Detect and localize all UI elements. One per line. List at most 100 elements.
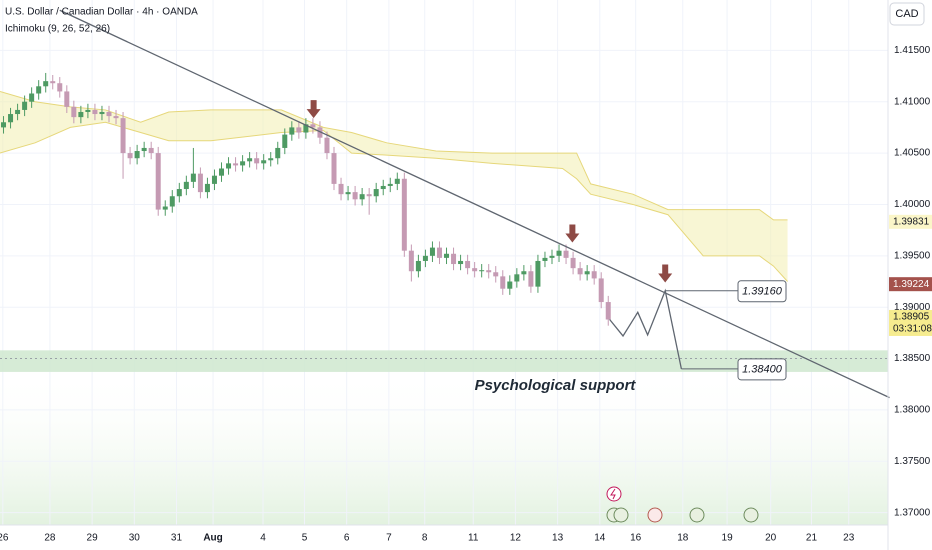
candle-body [183, 181, 189, 190]
callout-box [737, 280, 787, 303]
x-tick-label: 29 [87, 533, 99, 544]
x-tick-label: 19 [722, 533, 734, 544]
y-tick-label: 1.40500 [894, 148, 931, 159]
candle-body [120, 118, 126, 154]
candle-body [465, 260, 471, 269]
y-tick-label: 1.37000 [894, 507, 931, 518]
x-tick-label: 6 [344, 533, 350, 544]
candle-body [528, 271, 534, 287]
candle-body [401, 178, 407, 251]
candle-body [408, 250, 414, 272]
indicator-label: Ichimoku (9, 26, 52, 26) [5, 24, 110, 35]
y-tick-label: 1.39500 [894, 250, 931, 261]
countdown: 03:31:08 [893, 324, 932, 335]
candle-body [127, 153, 133, 159]
candle-body [514, 274, 520, 282]
candle-body [106, 111, 112, 117]
x-tick-label: 26 [0, 533, 9, 544]
price-tag [889, 214, 932, 229]
candle-body [15, 109, 21, 115]
candle-body [57, 83, 63, 92]
candle-body [549, 255, 555, 258]
event-icon[interactable] [647, 507, 663, 523]
x-tick-label: 23 [843, 533, 855, 544]
candle-body [113, 116, 119, 119]
candle-body [211, 175, 217, 184]
candle-body [521, 271, 527, 275]
candle-body [535, 260, 541, 287]
down-arrow [658, 264, 673, 283]
candle-body [486, 270, 492, 273]
candle-body [584, 271, 590, 275]
candle-body [556, 250, 562, 256]
candle-body [268, 158, 274, 161]
candle-body [226, 163, 232, 169]
candle-body [324, 137, 330, 154]
candle-body [36, 86, 42, 94]
candle-body [233, 163, 239, 166]
x-tick-label: 30 [129, 533, 141, 544]
candle-body [78, 111, 84, 118]
candle-body [71, 106, 77, 118]
projection-path [609, 288, 683, 369]
price-tag-label: 1.39831 [893, 216, 930, 227]
candle-body [296, 127, 302, 133]
down-arrow [565, 224, 580, 243]
currency-box[interactable] [889, 2, 925, 26]
y-tick-label: 1.41500 [894, 45, 931, 56]
candle-body [289, 127, 295, 135]
candle-body [64, 91, 70, 107]
candle-body [197, 173, 203, 193]
candle-body [219, 168, 224, 176]
x-tick-label: 8 [422, 533, 428, 544]
price-tag-label: 1.38905 [893, 312, 930, 323]
candle-body [380, 185, 386, 190]
candle-body [436, 247, 442, 258]
background-gradient [0, 370, 888, 525]
candle-body [415, 260, 421, 272]
candle-body [50, 81, 56, 84]
event-icon[interactable] [606, 486, 622, 502]
event-icon[interactable] [689, 507, 705, 523]
candle-body [373, 189, 379, 197]
price-tag [889, 309, 932, 336]
x-tick-label: 31 [171, 533, 183, 544]
candle-body [261, 160, 267, 164]
candles [1, 72, 611, 326]
x-tick-label: 5 [302, 533, 308, 544]
candle-body [155, 153, 161, 210]
x-tick-label: 16 [630, 533, 642, 544]
candle-body [479, 270, 485, 272]
candle-body [134, 151, 140, 159]
candle-body [331, 153, 337, 184]
candle-body [141, 147, 147, 152]
event-icon[interactable] [743, 507, 759, 523]
x-tick-label: Aug [203, 533, 222, 544]
callout-box [737, 358, 787, 381]
candle-body [92, 109, 98, 115]
candle-body [282, 134, 288, 148]
candle-body [22, 101, 28, 110]
candle-body [310, 124, 316, 128]
candle-body [451, 253, 457, 265]
x-tick-label: 28 [44, 533, 56, 544]
candle-body [429, 247, 435, 256]
x-tick-label: 12 [510, 533, 522, 544]
candle-body [387, 183, 393, 186]
candle-body [458, 260, 464, 265]
candle-body [352, 192, 358, 200]
down-arrow [306, 100, 321, 119]
candle-body [338, 183, 344, 195]
trendline [59, 9, 890, 399]
candle-body [422, 255, 428, 261]
candle-body [472, 268, 478, 272]
event-icons [606, 486, 759, 523]
candle-body [303, 124, 309, 133]
event-icon[interactable] [613, 507, 629, 523]
candle-body [204, 183, 210, 193]
y-tick-label: 1.38500 [894, 353, 931, 364]
candle-body [591, 271, 597, 279]
candle-body [29, 93, 35, 102]
candle-body [493, 272, 499, 277]
